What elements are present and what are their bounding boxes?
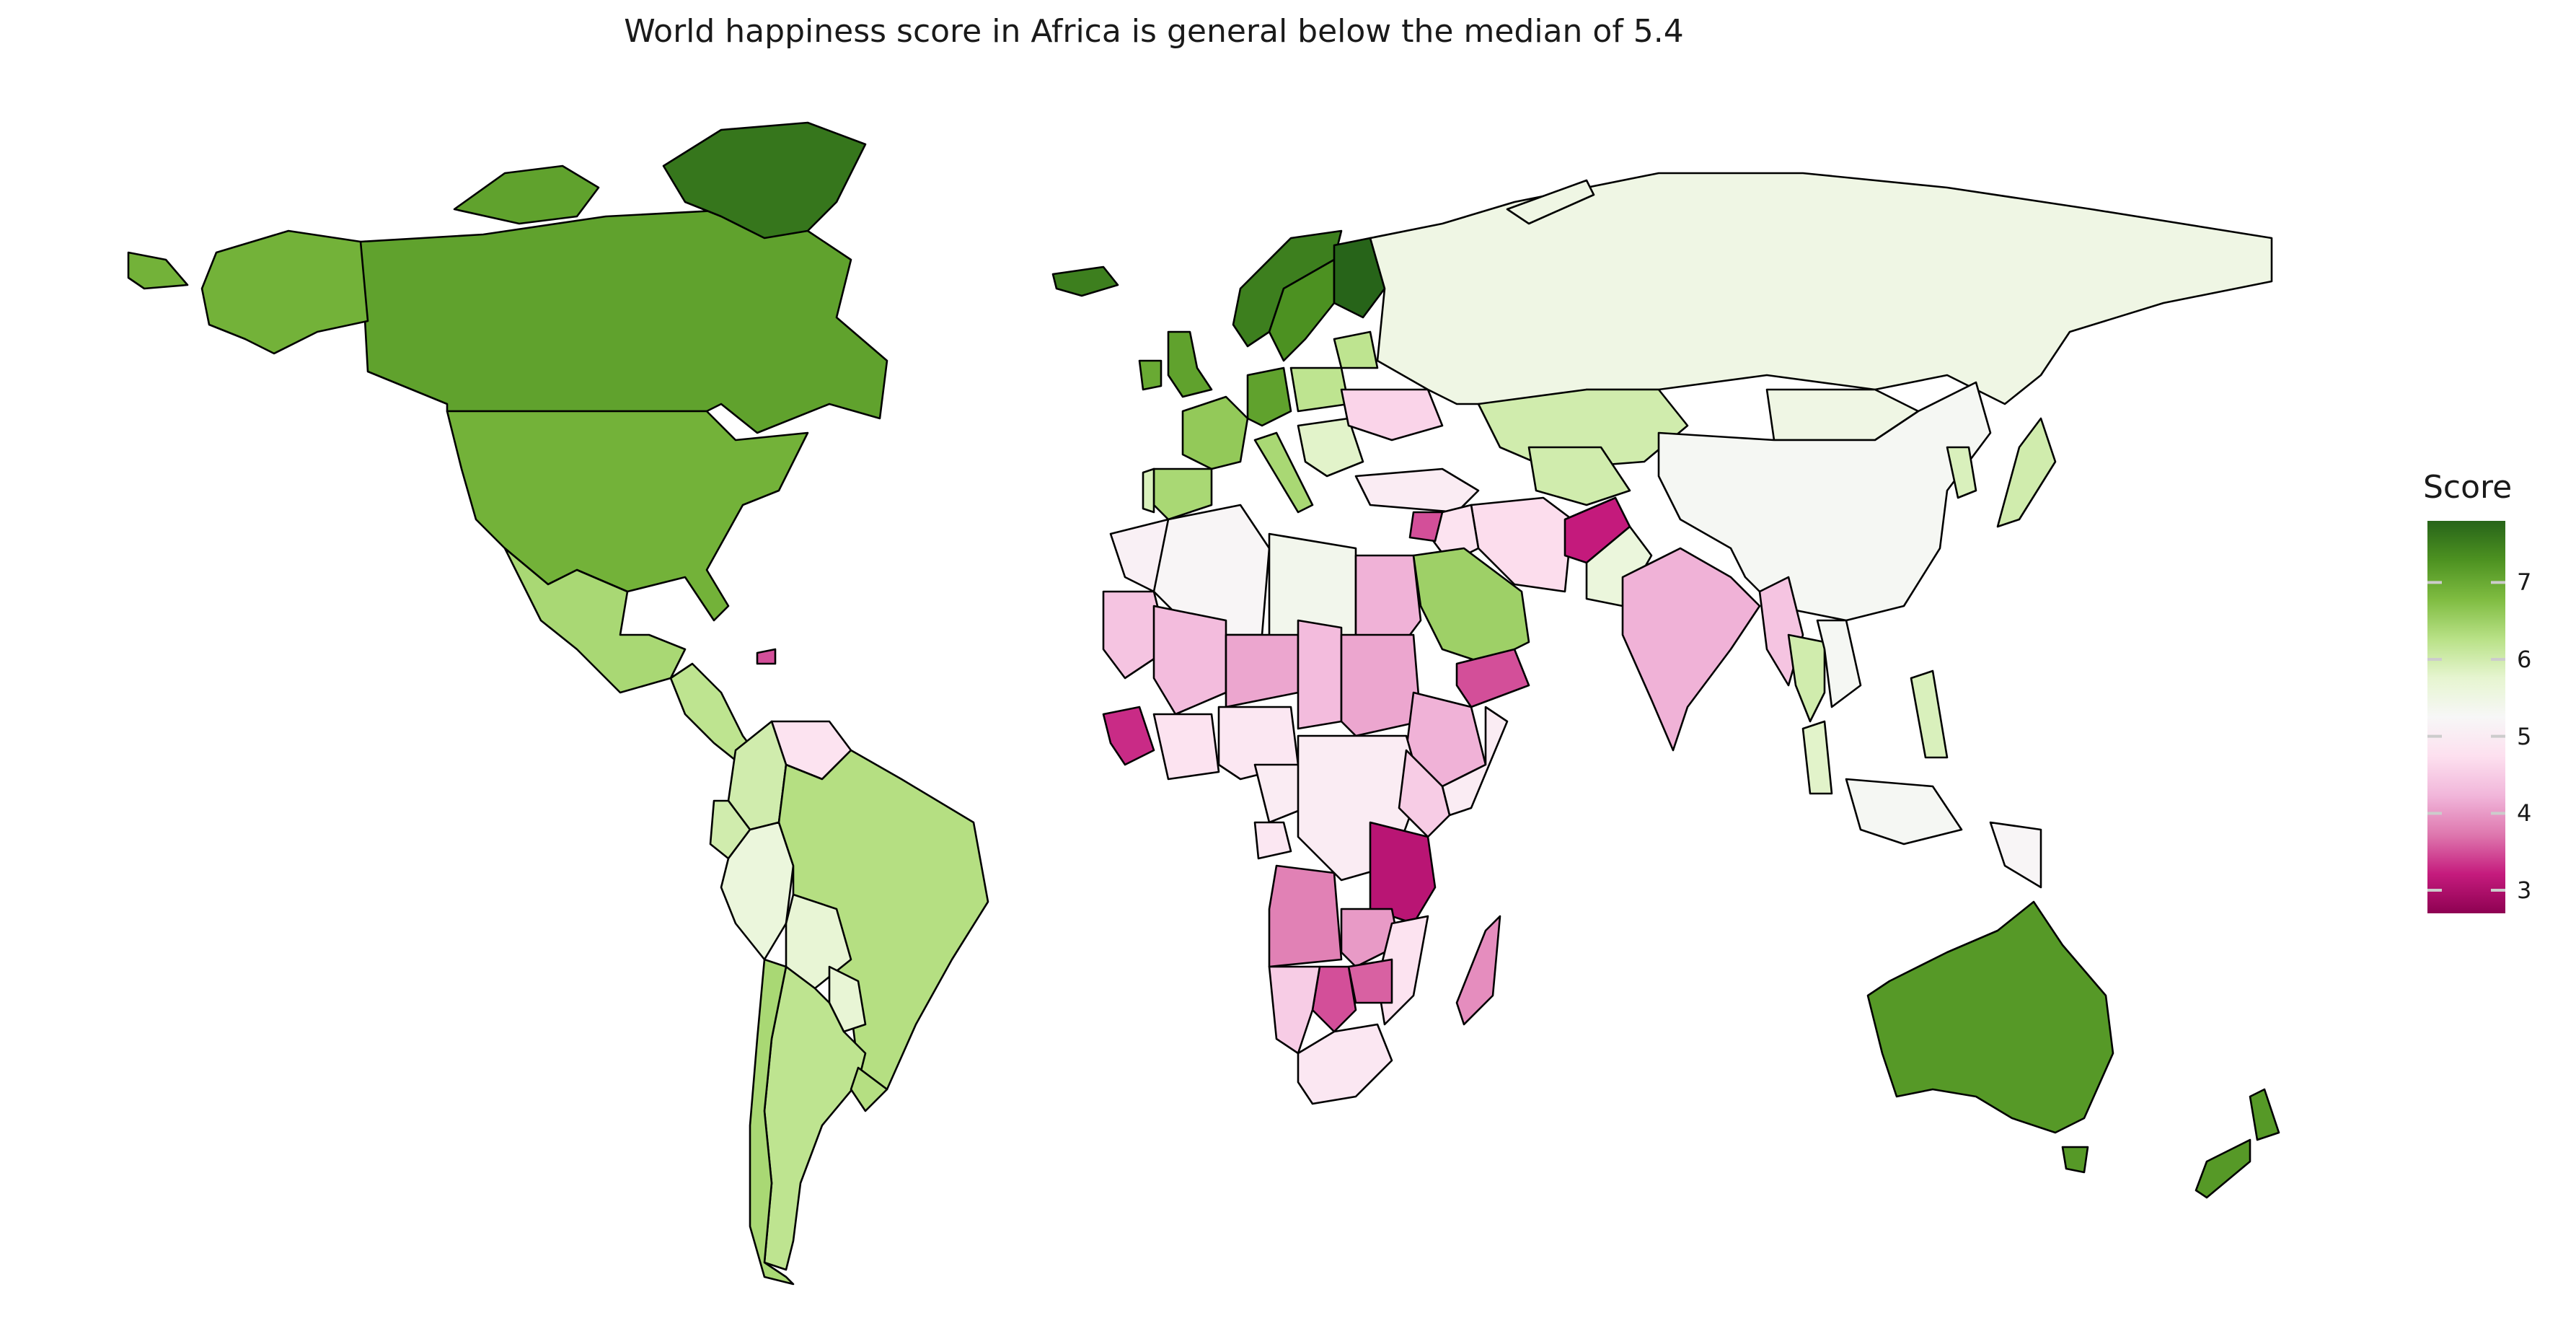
new-zealand-north bbox=[2249, 1088, 2280, 1141]
papua-new-guinea bbox=[1989, 821, 2042, 889]
canada bbox=[359, 208, 888, 434]
legend-colorbar bbox=[2427, 521, 2505, 913]
russia-north-island bbox=[1506, 179, 1595, 225]
china bbox=[1657, 381, 1992, 622]
central-asia bbox=[1527, 446, 1631, 506]
indonesia bbox=[1845, 778, 1963, 846]
ukraine bbox=[1340, 388, 1444, 442]
korea bbox=[1946, 446, 1977, 499]
malaysia bbox=[1801, 720, 1833, 795]
uruguay bbox=[850, 1066, 888, 1112]
philippines bbox=[1910, 669, 1949, 759]
baltics bbox=[1333, 330, 1379, 369]
finland bbox=[1333, 237, 1386, 319]
cuba-haiti bbox=[756, 648, 777, 665]
india bbox=[1621, 547, 1761, 752]
legend-tick-label: 4 bbox=[2517, 799, 2532, 827]
thailand bbox=[1787, 633, 1826, 723]
alaska-west bbox=[127, 251, 189, 290]
kenya bbox=[1398, 749, 1451, 838]
niger bbox=[1225, 633, 1300, 708]
country-layer bbox=[127, 121, 2280, 1286]
mexico bbox=[503, 547, 687, 694]
japan bbox=[1996, 417, 2057, 528]
chile bbox=[749, 958, 795, 1286]
chad bbox=[1297, 619, 1343, 730]
greenland bbox=[662, 121, 867, 240]
south-africa bbox=[1297, 1023, 1393, 1105]
arctic-islands bbox=[453, 164, 600, 225]
new-zealand-south bbox=[2195, 1138, 2251, 1199]
alaska bbox=[200, 229, 369, 355]
ghana bbox=[1152, 713, 1220, 781]
france bbox=[1181, 395, 1249, 470]
color-legend: Score 3 4 5 6 7 bbox=[2423, 469, 2538, 931]
tanzania bbox=[1369, 821, 1437, 925]
poland bbox=[1289, 366, 1350, 413]
legend-tick-label: 5 bbox=[2517, 722, 2532, 750]
gabon bbox=[1253, 821, 1292, 860]
legend-tick-label: 6 bbox=[2517, 646, 2532, 673]
legend-tick-label: 3 bbox=[2517, 877, 2532, 904]
yemen bbox=[1455, 648, 1530, 708]
russia bbox=[1369, 172, 2273, 405]
australia bbox=[1866, 900, 2114, 1134]
united-states bbox=[446, 410, 809, 622]
legend-gradient-rect bbox=[2427, 521, 2505, 913]
ireland bbox=[1138, 359, 1163, 391]
paraguay bbox=[828, 965, 867, 1033]
namibia bbox=[1268, 965, 1321, 1055]
united-kingdom bbox=[1167, 330, 1213, 398]
angola bbox=[1268, 864, 1343, 968]
turkey bbox=[1354, 467, 1480, 514]
west-africa bbox=[1102, 706, 1155, 766]
italy bbox=[1253, 431, 1314, 514]
legend-tick-label: 7 bbox=[2517, 568, 2532, 597]
zimbabwe bbox=[1347, 958, 1393, 1004]
legend-title: Score bbox=[2423, 469, 2513, 506]
world-map bbox=[127, 121, 2280, 1286]
legend-tick-marks bbox=[2427, 581, 2505, 892]
mali bbox=[1152, 605, 1227, 716]
indochina bbox=[1816, 619, 1862, 708]
mauritania bbox=[1102, 590, 1170, 680]
iceland bbox=[1051, 265, 1119, 297]
germany bbox=[1246, 366, 1292, 427]
madagascar bbox=[1455, 915, 1501, 1026]
syria bbox=[1408, 511, 1444, 543]
sudan bbox=[1340, 633, 1422, 737]
map-title: World happiness score in Africa is gener… bbox=[624, 13, 1684, 50]
balkans bbox=[1297, 417, 1364, 478]
portugal bbox=[1142, 467, 1155, 514]
tasmania bbox=[2061, 1146, 2089, 1174]
